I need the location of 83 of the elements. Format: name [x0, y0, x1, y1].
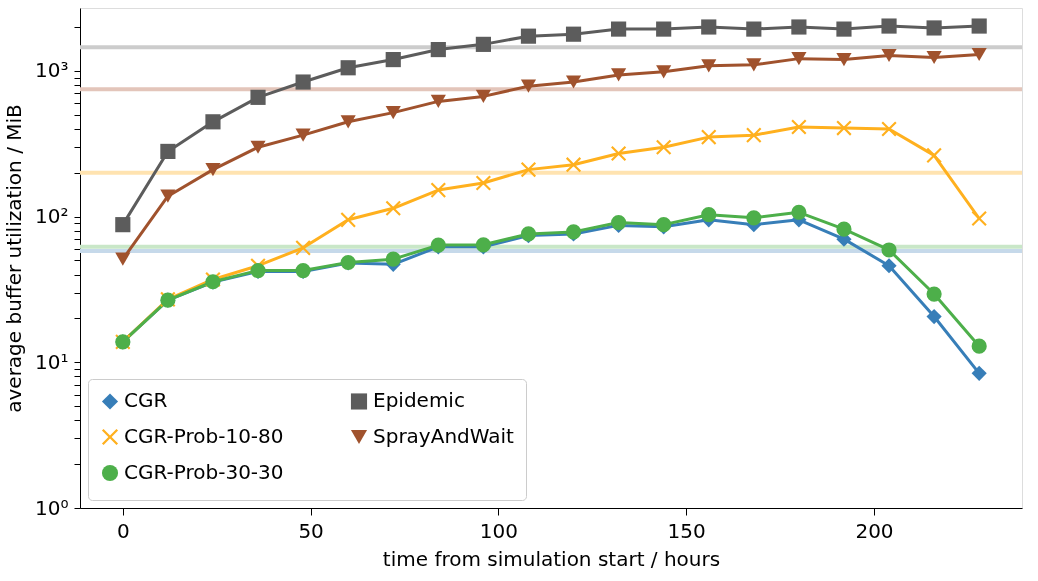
point [971, 18, 987, 34]
legend-label: Epidemic [373, 388, 465, 413]
point [295, 74, 311, 90]
point [791, 119, 807, 135]
point [475, 36, 491, 52]
point [385, 251, 401, 267]
point [926, 308, 942, 325]
point [475, 175, 491, 191]
point [160, 143, 176, 159]
point [881, 18, 897, 34]
point [385, 200, 401, 216]
legend-label: CGR-Prob-10-80 [124, 424, 284, 448]
point [520, 28, 537, 44]
point [971, 365, 987, 381]
point [295, 128, 311, 142]
point [340, 60, 356, 76]
point [746, 21, 762, 37]
point [565, 26, 582, 42]
point [160, 189, 176, 203]
point [791, 52, 807, 66]
x-tick-label: 50 [298, 518, 324, 543]
point [565, 75, 582, 89]
point [881, 48, 897, 63]
point [926, 147, 942, 163]
point [656, 65, 672, 79]
point [385, 106, 401, 120]
point [926, 20, 942, 36]
point [926, 286, 942, 302]
legend-label: SprayAndWait [373, 424, 515, 448]
point [656, 139, 672, 155]
point [701, 129, 717, 145]
point [520, 79, 537, 93]
point [611, 145, 627, 162]
x-tick-label: 0 [116, 518, 130, 543]
point [971, 338, 987, 354]
point [791, 204, 807, 220]
x-tick-label: 200 [855, 518, 894, 543]
x-tick-label: 100 [479, 518, 519, 543]
x-axis-title: time from simulation start / hours [382, 546, 721, 571]
point [701, 59, 717, 73]
point [115, 252, 131, 266]
point [205, 114, 221, 130]
point [430, 182, 446, 198]
point [881, 258, 897, 274]
point [430, 41, 446, 58]
point [881, 242, 897, 258]
y-tick-label: 10² [35, 204, 69, 229]
x-tick-label: 150 [667, 518, 706, 543]
point [926, 50, 942, 65]
point [971, 47, 987, 62]
point [430, 94, 446, 108]
legend-label: CGR [124, 388, 168, 413]
y-axis-title: average buffer utilization / MiB [2, 104, 27, 413]
point [746, 58, 762, 72]
legend-label: CGR-Prob-30-30 [124, 460, 284, 484]
point [385, 52, 401, 68]
point [520, 162, 537, 178]
point [701, 207, 717, 223]
point [881, 121, 897, 137]
point [340, 115, 356, 129]
point [656, 21, 672, 37]
point [836, 21, 852, 37]
y-tick-label: 10⁰ [35, 495, 69, 520]
point [340, 212, 356, 228]
point [611, 68, 627, 82]
y-tick-label: 10³ [35, 58, 69, 83]
point [701, 19, 717, 35]
point [746, 210, 762, 226]
point [836, 221, 852, 237]
point [565, 157, 582, 173]
point [115, 217, 131, 233]
point [971, 210, 987, 227]
point [836, 120, 852, 136]
point [746, 127, 762, 143]
y-tick-label: 10¹ [35, 349, 69, 374]
point [205, 163, 221, 177]
point [295, 240, 311, 256]
point [250, 89, 266, 105]
point [475, 89, 491, 103]
point [791, 19, 807, 35]
point [250, 140, 266, 154]
point [611, 21, 627, 37]
point [836, 53, 852, 67]
